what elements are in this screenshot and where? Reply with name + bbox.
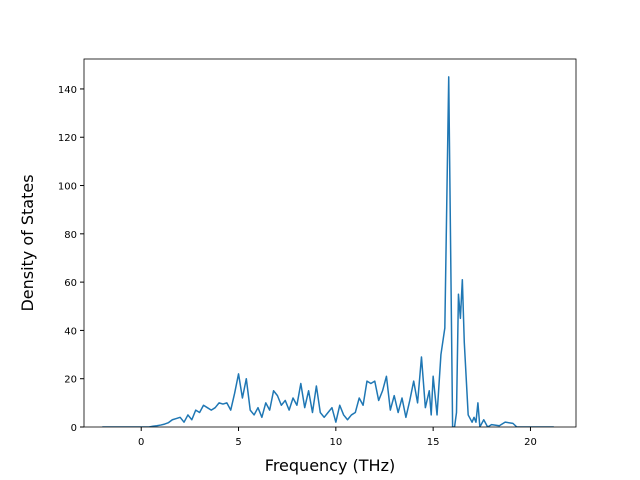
y-tick-label: 120: [58, 133, 77, 144]
y-tick-label: 100: [58, 182, 77, 193]
y-tick-label: 20: [64, 375, 77, 386]
y-tick-label: 60: [64, 278, 77, 289]
x-tick-label: 20: [524, 437, 537, 448]
x-tick-label: 15: [427, 437, 440, 448]
y-tick-label: 40: [64, 326, 77, 337]
x-tick-label: 0: [138, 437, 144, 448]
y-tick-label: 0: [71, 423, 77, 434]
plot-frame: [83, 58, 577, 428]
y-axis-label: Density of States: [18, 174, 37, 311]
x-tick-label: 5: [235, 437, 241, 448]
x-tick-label: 10: [329, 437, 342, 448]
y-tick-label: 80: [64, 230, 77, 241]
x-axis-label: Frequency (THz): [265, 456, 395, 475]
y-tick-label: 140: [58, 85, 77, 96]
data-line: [102, 76, 554, 427]
